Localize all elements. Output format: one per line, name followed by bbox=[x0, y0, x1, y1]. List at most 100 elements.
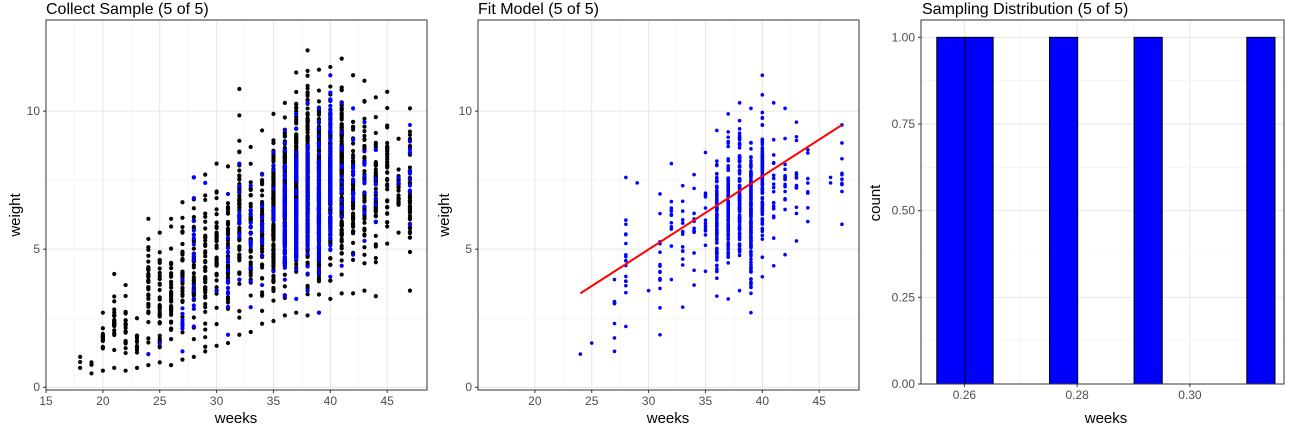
sample-point bbox=[328, 114, 333, 119]
population-point bbox=[203, 226, 208, 231]
sample-point bbox=[760, 203, 765, 207]
population-point bbox=[146, 363, 151, 368]
population-point bbox=[191, 274, 196, 280]
sample-point bbox=[692, 226, 696, 231]
sample-point bbox=[737, 231, 742, 236]
sample-point bbox=[760, 73, 765, 78]
sample-point bbox=[316, 184, 322, 189]
sample-point bbox=[749, 184, 753, 189]
population-point bbox=[407, 143, 413, 149]
sample-point bbox=[407, 122, 413, 128]
sample-point bbox=[407, 150, 413, 156]
sample-point bbox=[737, 101, 742, 105]
sample-point bbox=[737, 288, 742, 293]
sample-point bbox=[282, 242, 287, 248]
sample-point bbox=[305, 209, 310, 214]
sample-point bbox=[783, 106, 787, 111]
sample-point bbox=[316, 181, 322, 186]
sample-point bbox=[305, 151, 310, 157]
population-point bbox=[373, 260, 378, 265]
population-point bbox=[259, 321, 265, 326]
sample-point bbox=[726, 228, 731, 233]
population-point bbox=[214, 278, 219, 283]
population-point bbox=[112, 294, 117, 299]
sample-point bbox=[726, 207, 731, 211]
population-point bbox=[339, 272, 344, 277]
sample-point bbox=[328, 139, 333, 144]
sample-point bbox=[680, 232, 685, 236]
population-point bbox=[259, 193, 265, 198]
population-point bbox=[169, 291, 174, 297]
panel-border bbox=[920, 19, 1285, 385]
sample-point bbox=[350, 137, 356, 143]
population-point bbox=[203, 172, 208, 177]
population-point bbox=[214, 195, 219, 201]
population-point bbox=[362, 261, 367, 266]
population-point bbox=[203, 243, 208, 248]
sample-point bbox=[362, 179, 367, 184]
population-point bbox=[112, 321, 117, 327]
population-point bbox=[373, 208, 378, 213]
population-point bbox=[271, 242, 276, 247]
sample-point bbox=[328, 125, 333, 130]
y-tick-label: 5 bbox=[33, 242, 40, 256]
population-point bbox=[123, 293, 128, 299]
population-point bbox=[396, 185, 401, 190]
sample-point bbox=[294, 241, 299, 246]
sample-point bbox=[760, 164, 765, 168]
sample-point bbox=[715, 176, 719, 181]
sample-point bbox=[806, 219, 810, 224]
sample-point bbox=[715, 269, 719, 273]
sample-point bbox=[715, 213, 719, 218]
sample-point bbox=[294, 219, 299, 225]
population-point bbox=[112, 331, 117, 336]
population-point bbox=[271, 140, 276, 146]
population-point bbox=[282, 155, 287, 161]
population-point bbox=[157, 270, 162, 275]
sample-point bbox=[316, 119, 322, 125]
sample-point bbox=[316, 192, 322, 198]
sample-point bbox=[612, 336, 617, 340]
sample-point bbox=[282, 256, 287, 261]
population-point bbox=[328, 64, 333, 70]
sample-point bbox=[771, 101, 776, 105]
sample-point bbox=[669, 277, 674, 282]
sample-point bbox=[407, 171, 413, 176]
sample-point bbox=[680, 229, 685, 234]
population-point bbox=[203, 276, 208, 281]
population-point bbox=[328, 256, 333, 261]
sample-point bbox=[259, 241, 265, 246]
sample-point bbox=[294, 177, 299, 182]
sample-point bbox=[737, 219, 742, 224]
population-point bbox=[362, 245, 367, 250]
sample-point bbox=[749, 158, 753, 163]
sample-point bbox=[282, 193, 287, 198]
population-point bbox=[123, 368, 128, 373]
population-point bbox=[259, 292, 265, 298]
sample-point bbox=[203, 180, 208, 186]
sample-point bbox=[703, 229, 708, 233]
sample-point bbox=[737, 234, 742, 239]
population-point bbox=[237, 168, 242, 173]
population-point bbox=[237, 270, 242, 275]
sample-point bbox=[373, 182, 378, 187]
population-point bbox=[385, 144, 390, 149]
population-point bbox=[385, 204, 390, 210]
population-point bbox=[123, 322, 128, 327]
sample-point bbox=[726, 221, 731, 226]
sample-point bbox=[350, 192, 356, 197]
population-point bbox=[214, 343, 219, 348]
sample-point bbox=[328, 171, 333, 176]
sample-point bbox=[749, 147, 753, 151]
y-tick-label: 0.50 bbox=[892, 204, 916, 218]
sample-point bbox=[237, 234, 242, 239]
sample-point bbox=[157, 340, 162, 346]
population-point bbox=[191, 315, 196, 320]
sample-point bbox=[715, 189, 719, 193]
population-point bbox=[237, 173, 242, 178]
sample-point bbox=[282, 215, 287, 221]
population-point bbox=[89, 362, 94, 367]
sample-point bbox=[760, 208, 765, 213]
population-point bbox=[407, 132, 413, 137]
sample-point bbox=[328, 155, 333, 160]
